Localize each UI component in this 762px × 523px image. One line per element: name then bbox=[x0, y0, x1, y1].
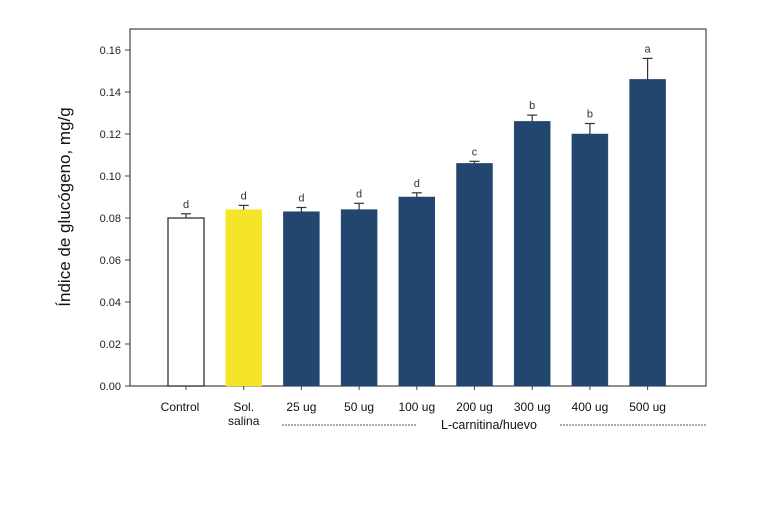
significance-label: a bbox=[645, 43, 652, 55]
bar bbox=[398, 196, 436, 387]
bar bbox=[513, 121, 551, 387]
y-tick-label: 0.16 bbox=[100, 45, 121, 57]
bar bbox=[340, 209, 378, 387]
y-tick-label: 0.04 bbox=[100, 297, 121, 309]
bar bbox=[456, 163, 493, 387]
y-tick-label: 0.14 bbox=[100, 87, 121, 99]
y-tick-label: 0.00 bbox=[100, 381, 121, 393]
x-tick-label: Control bbox=[161, 400, 200, 414]
x-tick-label: salina bbox=[228, 414, 260, 428]
significance-label: c bbox=[472, 146, 478, 158]
bar bbox=[629, 79, 666, 387]
y-tick-label: 0.02 bbox=[100, 339, 121, 351]
bar bbox=[283, 211, 320, 387]
y-tick-label: 0.08 bbox=[100, 213, 121, 225]
significance-label: d bbox=[298, 193, 304, 205]
group-label: L-carnitina/huevo bbox=[282, 418, 706, 432]
bar bbox=[225, 209, 262, 387]
y-axis-label: Índice de glucógeno, mg/g bbox=[55, 107, 74, 306]
bar bbox=[571, 133, 609, 387]
x-tick-label: 50 ug bbox=[344, 400, 374, 414]
significance-label: d bbox=[183, 199, 189, 211]
bar bbox=[167, 217, 205, 387]
significance-label: d bbox=[241, 190, 247, 202]
significance-label: d bbox=[356, 188, 362, 200]
x-tick-label: 300 ug bbox=[514, 400, 551, 414]
y-tick-label: 0.10 bbox=[100, 171, 121, 183]
group-label-text: L-carnitina/huevo bbox=[441, 418, 537, 432]
x-tick-label: 100 ug bbox=[398, 400, 435, 414]
x-axis: Control Sol.salina 25 ug 50 ug 100 ug 200 ug 3… bbox=[161, 386, 666, 428]
significance-label: d bbox=[414, 178, 420, 190]
x-tick-label: 400 ug bbox=[572, 400, 609, 414]
y-tick-label: 0.06 bbox=[100, 255, 121, 267]
bars: d d d d d c b b a bbox=[167, 43, 666, 387]
y-axis: 0.00 0.02 0.04 0.06 0.08 0.10 0.12 0.14 0.16 bbox=[100, 45, 130, 393]
x-tick-label: 25 ug bbox=[286, 400, 316, 414]
x-tick-label: 200 ug bbox=[456, 400, 493, 414]
x-tick-label: Sol. bbox=[233, 400, 254, 414]
significance-label: b bbox=[529, 100, 535, 112]
x-tick-label: 500 ug bbox=[629, 400, 666, 414]
y-tick-label: 0.12 bbox=[100, 129, 121, 141]
significance-label: b bbox=[587, 109, 593, 121]
